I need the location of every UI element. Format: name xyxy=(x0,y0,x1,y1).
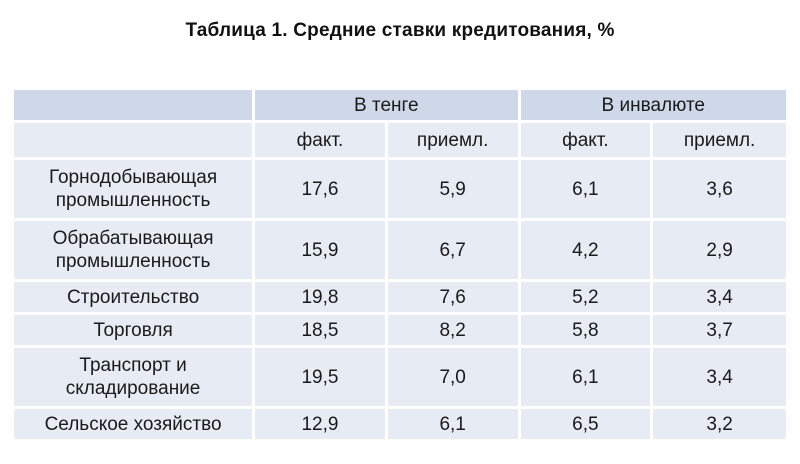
table-row: Обрабатывающая промышленность 15,9 6,7 4… xyxy=(14,221,786,282)
cell-fx-acceptable: 3,4 xyxy=(653,282,786,315)
row-label: Строительство xyxy=(14,282,256,315)
cell-tenge-acceptable: 7,0 xyxy=(387,348,521,409)
cell-fx-actual: 5,2 xyxy=(520,282,654,315)
table-row: Сельское хозяйство 12,9 6,1 6,5 3,2 xyxy=(14,409,786,439)
cell-tenge-acceptable: 6,1 xyxy=(387,409,521,439)
cell-tenge-actual: 19,5 xyxy=(255,348,388,409)
cell-fx-acceptable: 3,4 xyxy=(653,348,786,409)
cell-tenge-acceptable: 7,6 xyxy=(387,282,521,315)
cell-fx-acceptable: 3,7 xyxy=(653,315,786,348)
lending-rates-table: В тенге В инвалюте факт. приемл. факт. п… xyxy=(14,90,786,439)
row-label: Транспорт и складирование xyxy=(14,348,256,409)
table-title: Таблица 1. Средние ставки кредитования, … xyxy=(185,20,615,41)
cell-tenge-acceptable: 8,2 xyxy=(387,315,521,348)
cell-fx-acceptable: 2,9 xyxy=(653,221,786,282)
cell-tenge-acceptable: 6,7 xyxy=(387,221,521,282)
cell-fx-acceptable: 3,2 xyxy=(653,409,786,439)
cell-fx-actual: 6,5 xyxy=(520,409,654,439)
cell-tenge-actual: 19,8 xyxy=(255,282,388,315)
cell-tenge-actual: 17,6 xyxy=(255,160,388,221)
row-label: Сельское хозяйство xyxy=(14,409,256,439)
row-label: Обрабатывающая промышленность xyxy=(14,221,256,282)
cell-fx-actual: 6,1 xyxy=(520,160,654,221)
cell-tenge-actual: 12,9 xyxy=(255,409,388,439)
corner-cell xyxy=(14,90,256,123)
group-header-tenge: В тенге xyxy=(255,90,521,123)
sub-header-tenge-actual: факт. xyxy=(255,123,388,160)
cell-fx-actual: 5,8 xyxy=(520,315,654,348)
sub-header-fx-acceptable: приемл. xyxy=(653,123,786,160)
sub-header-empty xyxy=(14,123,256,160)
cell-tenge-actual: 18,5 xyxy=(255,315,388,348)
table-row: Транспорт и складирование 19,5 7,0 6,1 3… xyxy=(14,348,786,409)
row-label: Горнодобывающая промышленность xyxy=(14,160,256,221)
table-row: Торговля 18,5 8,2 5,8 3,7 xyxy=(14,315,786,348)
table-row: Горнодобывающая промышленность 17,6 5,9 … xyxy=(14,160,786,221)
cell-fx-acceptable: 3,6 xyxy=(653,160,786,221)
group-header-row: В тенге В инвалюте xyxy=(14,90,786,123)
cell-fx-actual: 4,2 xyxy=(520,221,654,282)
table-row: Строительство 19,8 7,6 5,2 3,4 xyxy=(14,282,786,315)
cell-tenge-acceptable: 5,9 xyxy=(387,160,521,221)
row-label: Торговля xyxy=(14,315,256,348)
sub-header-tenge-acceptable: приемл. xyxy=(387,123,521,160)
sub-header-row: факт. приемл. факт. приемл. xyxy=(14,123,786,160)
group-header-foreign-currency: В инвалюте xyxy=(520,90,786,123)
cell-fx-actual: 6,1 xyxy=(520,348,654,409)
cell-tenge-actual: 15,9 xyxy=(255,221,388,282)
sub-header-fx-actual: факт. xyxy=(520,123,654,160)
